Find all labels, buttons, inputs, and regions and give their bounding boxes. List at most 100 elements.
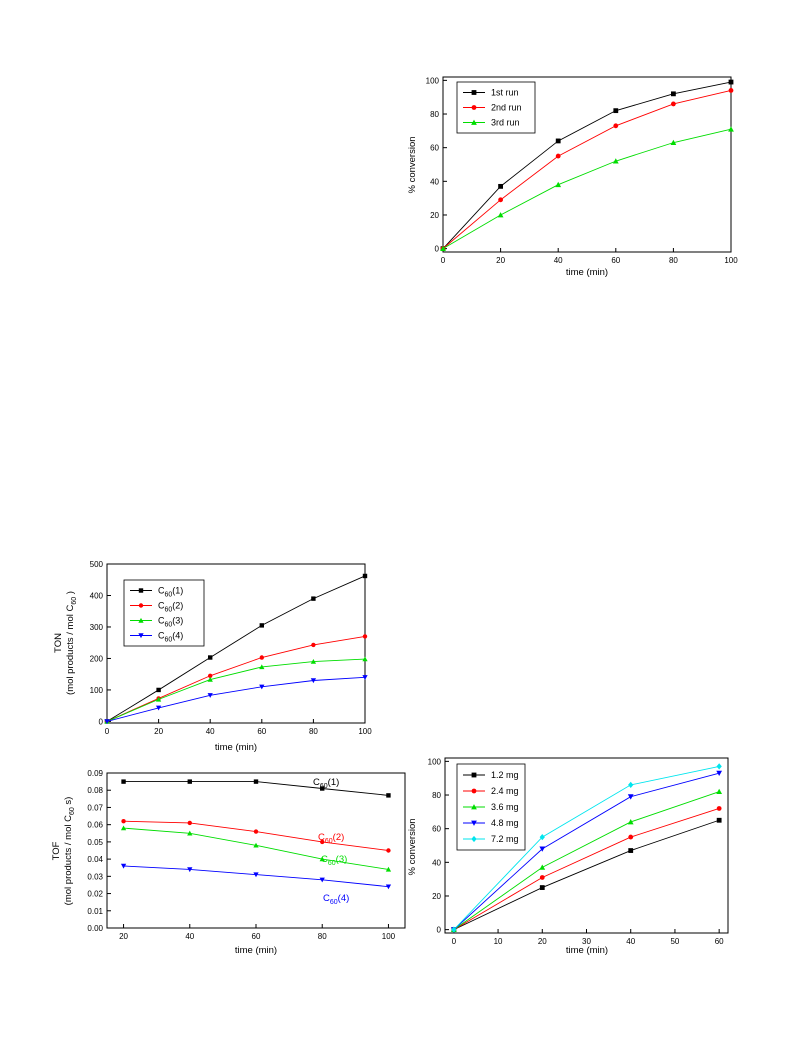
y-tick-label: 0.07 xyxy=(87,803,103,812)
data-point xyxy=(155,696,162,702)
data-point xyxy=(259,664,265,670)
data-point xyxy=(253,829,259,834)
x-tick-label: 60 xyxy=(611,256,620,265)
x-tick-label: 0 xyxy=(441,256,446,265)
data-point xyxy=(187,779,192,784)
data-point xyxy=(613,123,619,129)
y-axis-label-line1: TOF xyxy=(51,841,62,860)
series-label-end: (3) xyxy=(336,854,348,865)
data-point xyxy=(539,864,546,870)
data-point xyxy=(440,245,446,252)
legend-label: C60(4) xyxy=(158,631,183,644)
conversion-vs-time-runs-chart: 0 20 40 60 80 100 0 20 40 60 80 100 1st run 2nd run 3… xyxy=(407,76,738,278)
data-point xyxy=(207,693,213,698)
data-point xyxy=(628,848,634,853)
plot-frame xyxy=(106,772,406,929)
y-tick-label: 0 xyxy=(99,717,104,726)
series-line xyxy=(106,658,366,722)
y-axis-label: % conversion xyxy=(407,136,418,193)
y-tick-label: 0.01 xyxy=(87,907,103,916)
series-line xyxy=(453,772,720,930)
data-point xyxy=(628,834,634,840)
y-tick-label: 80 xyxy=(432,791,441,800)
x-tick-label: 60 xyxy=(715,937,724,946)
data-point xyxy=(451,926,457,933)
data-point xyxy=(319,856,325,862)
series-label-end: (2) xyxy=(172,601,183,611)
series-label-sub: 60 xyxy=(320,783,328,790)
data-point xyxy=(310,678,317,684)
series-label-main: C xyxy=(158,601,165,611)
legend-label: 1st run xyxy=(491,88,519,98)
x-tick-label: 40 xyxy=(185,932,194,941)
series-label-sub: 60 xyxy=(165,592,173,599)
ticks: 0 20 40 60 80 100 0 100 200 300 400 500 xyxy=(90,560,373,736)
series-label-sub: 60 xyxy=(328,860,336,867)
y-tick-label: 100 xyxy=(90,686,104,695)
y-label-main: (mol products / mol C xyxy=(63,815,74,905)
y-tick-label: 0.03 xyxy=(87,872,103,881)
legend-label: 3rd run xyxy=(491,118,520,128)
legend-marker xyxy=(138,617,144,623)
data-point xyxy=(121,819,126,824)
legend: 1st run 2nd run 3rd run xyxy=(456,81,536,134)
legend-label: 2nd run xyxy=(491,103,522,113)
x-tick-label: 20 xyxy=(119,932,128,941)
data-point xyxy=(187,830,193,836)
data-point xyxy=(671,101,676,107)
data-point xyxy=(208,673,213,678)
legend-box xyxy=(123,579,205,647)
y-axis-label-line1: TON xyxy=(53,633,64,653)
series-label-sub: 60 xyxy=(330,899,338,906)
data-point xyxy=(613,108,619,114)
x-tick-label: 0 xyxy=(452,937,457,946)
series-line xyxy=(442,128,732,250)
data-point xyxy=(728,88,734,93)
data-point xyxy=(728,126,734,132)
y-tick-label: 0 xyxy=(437,926,442,935)
data-point xyxy=(362,573,368,579)
legend-label: C60(3) xyxy=(158,616,183,629)
series-annotation: C60(3) xyxy=(321,854,347,867)
series-label-end: (3) xyxy=(172,616,183,626)
y-label-end: s) xyxy=(63,797,74,808)
legend-label: C60(2) xyxy=(158,601,183,614)
data-point xyxy=(259,655,264,660)
y-tick-label: 100 xyxy=(426,76,440,85)
y-tick-label: 0.05 xyxy=(87,838,103,847)
data-point xyxy=(156,687,161,693)
y-tick-label: 80 xyxy=(430,110,439,119)
data-point xyxy=(385,884,392,890)
data-point xyxy=(627,794,634,800)
data-point xyxy=(386,793,391,798)
series-annotation: C60(1) xyxy=(313,777,339,790)
legend-marker xyxy=(138,633,144,639)
legend-marker xyxy=(138,603,144,608)
legend-marker xyxy=(138,588,144,593)
y-tick-label: 300 xyxy=(90,623,104,632)
series-label-main: C xyxy=(158,586,165,596)
y-tick-label: 0.08 xyxy=(87,786,103,795)
data-point xyxy=(120,863,127,869)
legend-marker xyxy=(471,835,477,843)
y-tick-label: 60 xyxy=(432,825,441,834)
data-point xyxy=(320,839,325,845)
data-point xyxy=(362,634,368,639)
conversion-vs-time-mass-chart: 0 10 20 30 40 50 60 0 20 40 60 80 100 1.2 mg 2.4 mg 3.… xyxy=(407,757,729,956)
plot-frame xyxy=(106,563,366,724)
x-tick-label: 100 xyxy=(382,932,396,941)
series-label-sub: 60 xyxy=(165,607,173,614)
series-line xyxy=(442,81,732,249)
legend-label: 1.2 mg xyxy=(491,770,519,780)
x-tick-label: 80 xyxy=(309,727,318,736)
y-tick-label: 20 xyxy=(430,211,439,220)
series-group xyxy=(450,763,723,933)
tof-vs-time-chart: 20 40 60 80 100 0.00 0.01 0.02 0.03 0.04 0.05 0.06 0… xyxy=(51,769,406,956)
x-tick-label: 20 xyxy=(496,256,505,265)
y-label-sub: 60 xyxy=(71,597,78,605)
data-point xyxy=(253,872,259,878)
x-tick-label: 40 xyxy=(554,256,563,265)
legend-label: C60(1) xyxy=(158,586,183,599)
legend-label: 7.2 mg xyxy=(491,834,519,844)
y-tick-label: 0.06 xyxy=(87,821,103,830)
